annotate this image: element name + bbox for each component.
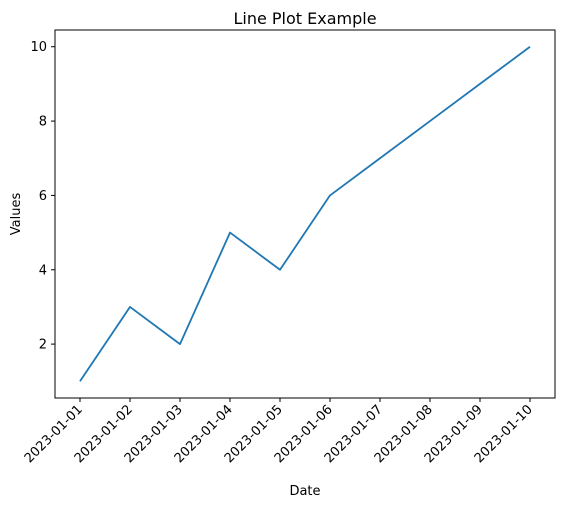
plot-area (79, 46, 531, 382)
y-tick-label: 2 (39, 338, 47, 353)
y-axis-label: Values (9, 193, 24, 236)
y-tick-label: 8 (39, 115, 47, 130)
y-axis: 2 4 6 8 10 (30, 40, 55, 353)
chart-title: Line Plot Example (233, 9, 376, 28)
y-tick-label: 10 (30, 40, 47, 55)
x-axis: 2023-01-012023-01-022023-01-032023-01-04… (22, 398, 536, 466)
plot-frame (54, 29, 556, 399)
y-tick-label: 4 (39, 263, 47, 278)
y-tick-label: 6 (39, 189, 47, 204)
x-axis-label: Date (289, 484, 320, 499)
series-line-0 (79, 46, 531, 382)
